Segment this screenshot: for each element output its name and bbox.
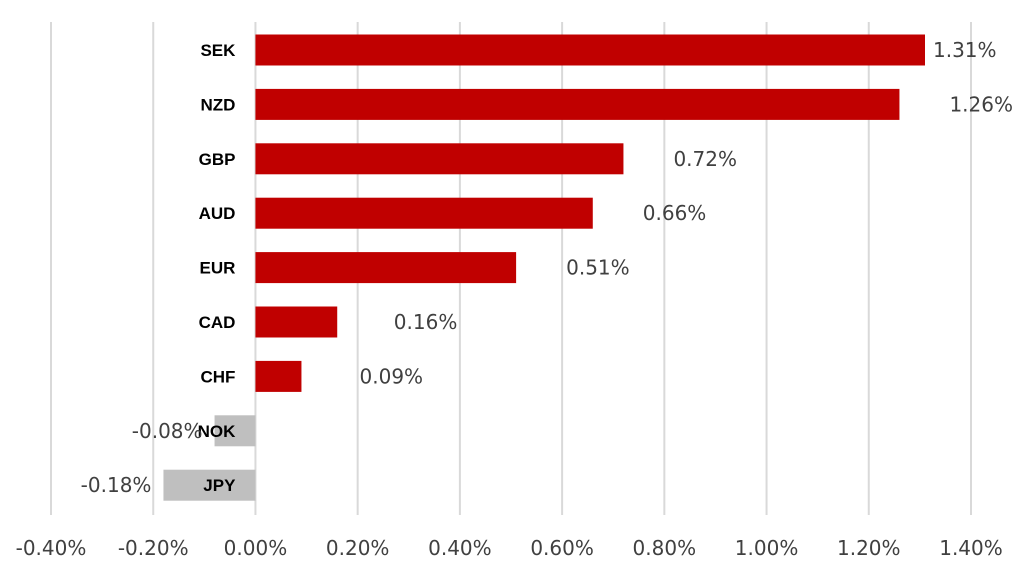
data-label: 0.51% xyxy=(566,256,630,280)
bar-jpy xyxy=(163,469,256,501)
x-tick-label: -0.40% xyxy=(16,536,87,560)
x-tick-label: 0.20% xyxy=(326,536,390,560)
category-label: NOK xyxy=(198,422,237,441)
data-label: -0.18% xyxy=(81,473,152,497)
x-axis-tick-labels: -0.40% -0.20% 0.00% 0.20% 0.40% 0.60% 0.80% 1.0… xyxy=(16,536,1003,560)
category-label: JPY xyxy=(203,476,236,495)
bar-nok xyxy=(214,415,256,447)
data-labels: 1.31% 1.26% 0.72% 0.66% 0.51% 0.16% 0.09% -0.08… xyxy=(81,38,1013,497)
bar-nzd xyxy=(255,88,900,120)
x-tick-label: 1.00% xyxy=(735,536,799,560)
x-tick-label: 0.60% xyxy=(530,536,594,560)
x-tick-label: 0.00% xyxy=(224,536,288,560)
category-label: CAD xyxy=(199,313,236,332)
category-label: GBP xyxy=(199,150,236,169)
data-label: 0.66% xyxy=(643,201,707,225)
x-tick-label: 0.40% xyxy=(428,536,492,560)
x-tick-label: 1.40% xyxy=(939,536,1003,560)
category-label: NZD xyxy=(200,95,235,114)
data-label: 1.31% xyxy=(933,38,997,62)
bar-aud xyxy=(255,197,593,229)
x-tick-label: 0.80% xyxy=(633,536,697,560)
category-labels: SEK NZD GBP AUD EUR CAD CHF NOK JPY xyxy=(198,41,237,495)
bar-sek xyxy=(255,34,925,66)
x-tick-label: -0.20% xyxy=(118,536,189,560)
data-label: 1.26% xyxy=(949,92,1013,116)
bar-gbp xyxy=(255,143,624,175)
category-label: EUR xyxy=(200,259,236,278)
bar-chf xyxy=(255,360,302,392)
bar-cad xyxy=(255,306,338,338)
category-label: AUD xyxy=(199,204,236,223)
x-tick-label: 1.20% xyxy=(837,536,901,560)
data-label: 0.16% xyxy=(394,310,458,334)
bar-eur xyxy=(255,252,517,284)
bars xyxy=(163,34,925,501)
data-label: 0.72% xyxy=(673,147,737,171)
data-label: -0.08% xyxy=(132,419,203,443)
category-label: SEK xyxy=(200,41,236,60)
category-label: CHF xyxy=(200,367,235,386)
data-label: 0.09% xyxy=(360,364,424,388)
